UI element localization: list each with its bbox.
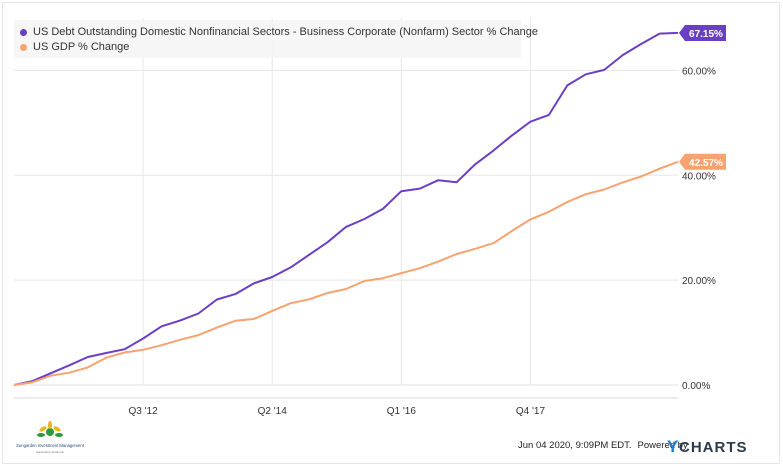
svg-text:CHARTS: CHARTS (679, 439, 748, 456)
end-label-flag (679, 153, 726, 170)
end-labels: 67.15% 42.57% (679, 24, 726, 170)
svg-text:Sungarden Investment Managemen: Sungarden Investment Management (16, 443, 85, 448)
sunflower-icon (37, 421, 63, 437)
grid (14, 18, 678, 399)
end-label-text: 67.15% (689, 29, 723, 40)
legend-label-debt: US Debt Outstanding Domestic Nonfinancia… (33, 26, 539, 38)
footer-timestamp: Jun 04 2020, 9:09PM EDT. (518, 440, 632, 451)
y-axis-ticks: 0.00% 20.00% 40.00% 60.00% (682, 66, 716, 392)
footer: Jun 04 2020, 9:09PM EDT. Powered by (518, 440, 688, 451)
legend-label-gdp: US GDP % Change (33, 41, 130, 53)
x-tick-label: Q2 '14 (258, 406, 288, 417)
y-tick-label: 60.00% (682, 66, 716, 77)
end-label-text: 42.57% (689, 158, 723, 169)
legend-dot-gdp (20, 43, 27, 51)
x-tick-label: Q4 '17 (516, 406, 546, 417)
series-line-1 (13, 160, 679, 386)
sungarden-logo: Sungarden Investment Management Harvesti… (16, 421, 85, 454)
ycharts-logo[interactable]: Y CHARTS (666, 436, 756, 456)
end-label-0: 67.15% (679, 24, 726, 41)
legend-dot-debt (20, 28, 27, 36)
series-lines (13, 31, 679, 386)
end-label-1: 42.57% (679, 153, 726, 170)
y-tick-label: 0.00% (682, 381, 710, 392)
series-line-0 (13, 31, 679, 386)
x-tick-label: Q3 '12 (129, 406, 159, 417)
legend-item-gdp[interactable]: US GDP % Change (20, 39, 129, 55)
svg-text:Harvesting dividends: Harvesting dividends (36, 450, 64, 454)
x-tick-label: Q1 '16 (387, 406, 417, 417)
y-tick-label: 20.00% (682, 276, 716, 287)
legend: US Debt Outstanding Domestic Nonfinancia… (14, 20, 538, 58)
footer-powered-by: Powered by (637, 440, 688, 451)
legend-item-debt[interactable]: US Debt Outstanding Domestic Nonfinancia… (20, 24, 538, 40)
end-label-flag (679, 24, 726, 41)
y-tick-label: 40.00% (682, 171, 716, 182)
svg-text:Y: Y (667, 437, 679, 456)
x-axis-ticks: Q3 '12 Q2 '14 Q1 '16 Q4 '17 (129, 406, 546, 417)
